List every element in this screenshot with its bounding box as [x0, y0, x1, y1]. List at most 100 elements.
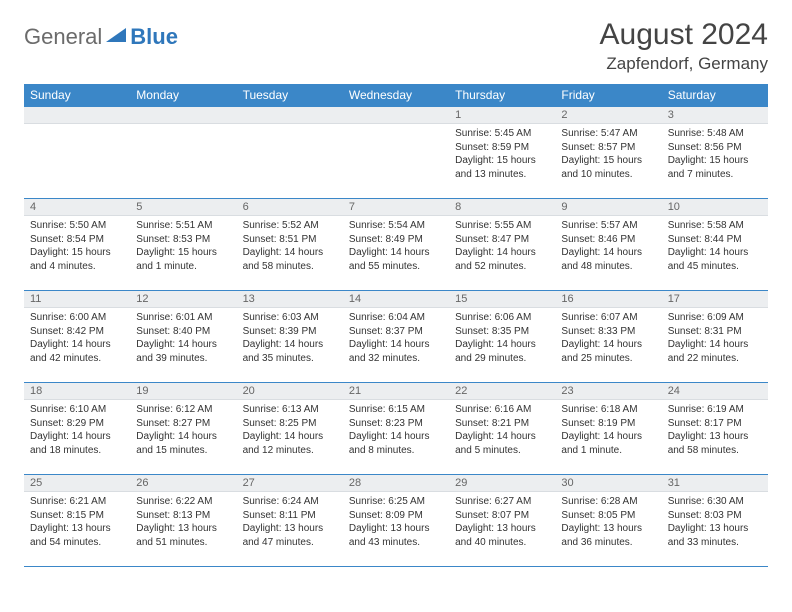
sunset-line: Sunset: 8:56 PM — [668, 141, 762, 155]
day-number: 21 — [343, 383, 449, 400]
calendar-cell: 27Sunrise: 6:24 AMSunset: 8:11 PMDayligh… — [237, 475, 343, 567]
day-number: 1 — [449, 107, 555, 124]
daylight-line: Daylight: 14 hours and 32 minutes. — [349, 338, 443, 365]
sunset-line: Sunset: 8:35 PM — [455, 325, 549, 339]
day-details: Sunrise: 6:10 AMSunset: 8:29 PMDaylight:… — [24, 400, 130, 461]
day-number: 3 — [662, 107, 768, 124]
daylight-line: Daylight: 14 hours and 58 minutes. — [243, 246, 337, 273]
day-number: 9 — [555, 199, 661, 216]
day-number: 10 — [662, 199, 768, 216]
sunset-line: Sunset: 8:27 PM — [136, 417, 230, 431]
day-number: 24 — [662, 383, 768, 400]
daylight-line: Daylight: 15 hours and 4 minutes. — [30, 246, 124, 273]
calendar-head: SundayMondayTuesdayWednesdayThursdayFrid… — [24, 84, 768, 107]
day-details: Sunrise: 5:50 AMSunset: 8:54 PMDaylight:… — [24, 216, 130, 277]
daylight-line: Daylight: 14 hours and 35 minutes. — [243, 338, 337, 365]
sunrise-line: Sunrise: 6:24 AM — [243, 495, 337, 509]
daylight-line: Daylight: 14 hours and 39 minutes. — [136, 338, 230, 365]
sunset-line: Sunset: 8:37 PM — [349, 325, 443, 339]
sunrise-line: Sunrise: 5:47 AM — [561, 127, 655, 141]
day-details: Sunrise: 6:07 AMSunset: 8:33 PMDaylight:… — [555, 308, 661, 369]
day-details: Sunrise: 6:16 AMSunset: 8:21 PMDaylight:… — [449, 400, 555, 461]
calendar-table: SundayMondayTuesdayWednesdayThursdayFrid… — [24, 84, 768, 567]
day-number: 30 — [555, 475, 661, 492]
daylight-line: Daylight: 15 hours and 1 minute. — [136, 246, 230, 273]
calendar-cell: 30Sunrise: 6:28 AMSunset: 8:05 PMDayligh… — [555, 475, 661, 567]
day-number: 18 — [24, 383, 130, 400]
day-number: 7 — [343, 199, 449, 216]
daylight-line: Daylight: 15 hours and 7 minutes. — [668, 154, 762, 181]
sunrise-line: Sunrise: 6:19 AM — [668, 403, 762, 417]
sunset-line: Sunset: 8:33 PM — [561, 325, 655, 339]
day-details: Sunrise: 5:45 AMSunset: 8:59 PMDaylight:… — [449, 124, 555, 185]
daylight-line: Daylight: 13 hours and 47 minutes. — [243, 522, 337, 549]
daylight-line: Daylight: 14 hours and 12 minutes. — [243, 430, 337, 457]
calendar-row: 25Sunrise: 6:21 AMSunset: 8:15 PMDayligh… — [24, 475, 768, 567]
sunset-line: Sunset: 8:15 PM — [30, 509, 124, 523]
day-number: 29 — [449, 475, 555, 492]
sunset-line: Sunset: 8:13 PM — [136, 509, 230, 523]
calendar-cell: 12Sunrise: 6:01 AMSunset: 8:40 PMDayligh… — [130, 291, 236, 383]
day-details: Sunrise: 6:27 AMSunset: 8:07 PMDaylight:… — [449, 492, 555, 553]
location-subtitle: Zapfendorf, Germany — [600, 54, 768, 74]
calendar-row: 4Sunrise: 5:50 AMSunset: 8:54 PMDaylight… — [24, 199, 768, 291]
day-details: Sunrise: 6:01 AMSunset: 8:40 PMDaylight:… — [130, 308, 236, 369]
sunset-line: Sunset: 8:39 PM — [243, 325, 337, 339]
title-block: August 2024 Zapfendorf, Germany — [600, 18, 768, 74]
calendar-cell: 5Sunrise: 5:51 AMSunset: 8:53 PMDaylight… — [130, 199, 236, 291]
calendar-cell: 4Sunrise: 5:50 AMSunset: 8:54 PMDaylight… — [24, 199, 130, 291]
sunrise-line: Sunrise: 6:30 AM — [668, 495, 762, 509]
daylight-line: Daylight: 14 hours and 42 minutes. — [30, 338, 124, 365]
sunset-line: Sunset: 8:31 PM — [668, 325, 762, 339]
calendar-cell: 9Sunrise: 5:57 AMSunset: 8:46 PMDaylight… — [555, 199, 661, 291]
daylight-line: Daylight: 14 hours and 25 minutes. — [561, 338, 655, 365]
day-number: 12 — [130, 291, 236, 308]
sunset-line: Sunset: 8:49 PM — [349, 233, 443, 247]
calendar-cell — [237, 107, 343, 199]
sunset-line: Sunset: 8:44 PM — [668, 233, 762, 247]
brand-word-1: General — [24, 24, 102, 50]
triangle-icon — [106, 26, 128, 49]
sunset-line: Sunset: 8:25 PM — [243, 417, 337, 431]
sunset-line: Sunset: 8:42 PM — [30, 325, 124, 339]
sunrise-line: Sunrise: 5:50 AM — [30, 219, 124, 233]
day-details: Sunrise: 6:03 AMSunset: 8:39 PMDaylight:… — [237, 308, 343, 369]
brand-word-2: Blue — [130, 24, 178, 50]
day-details: Sunrise: 5:48 AMSunset: 8:56 PMDaylight:… — [662, 124, 768, 185]
weekday-header: Friday — [555, 84, 661, 107]
weekday-header: Monday — [130, 84, 236, 107]
day-number: 5 — [130, 199, 236, 216]
daylight-line: Daylight: 14 hours and 8 minutes. — [349, 430, 443, 457]
day-details: Sunrise: 6:24 AMSunset: 8:11 PMDaylight:… — [237, 492, 343, 553]
calendar-cell: 17Sunrise: 6:09 AMSunset: 8:31 PMDayligh… — [662, 291, 768, 383]
weekday-row: SundayMondayTuesdayWednesdayThursdayFrid… — [24, 84, 768, 107]
calendar-cell — [24, 107, 130, 199]
day-number: 15 — [449, 291, 555, 308]
calendar-cell: 10Sunrise: 5:58 AMSunset: 8:44 PMDayligh… — [662, 199, 768, 291]
daylight-line: Daylight: 14 hours and 55 minutes. — [349, 246, 443, 273]
day-number-empty — [237, 107, 343, 124]
calendar-cell: 18Sunrise: 6:10 AMSunset: 8:29 PMDayligh… — [24, 383, 130, 475]
daylight-line: Daylight: 14 hours and 48 minutes. — [561, 246, 655, 273]
sunset-line: Sunset: 8:17 PM — [668, 417, 762, 431]
calendar-cell: 16Sunrise: 6:07 AMSunset: 8:33 PMDayligh… — [555, 291, 661, 383]
day-details: Sunrise: 5:47 AMSunset: 8:57 PMDaylight:… — [555, 124, 661, 185]
sunrise-line: Sunrise: 5:54 AM — [349, 219, 443, 233]
day-number: 14 — [343, 291, 449, 308]
daylight-line: Daylight: 13 hours and 58 minutes. — [668, 430, 762, 457]
day-number: 19 — [130, 383, 236, 400]
sunset-line: Sunset: 8:51 PM — [243, 233, 337, 247]
sunrise-line: Sunrise: 6:12 AM — [136, 403, 230, 417]
daylight-line: Daylight: 14 hours and 29 minutes. — [455, 338, 549, 365]
sunset-line: Sunset: 8:09 PM — [349, 509, 443, 523]
day-number: 23 — [555, 383, 661, 400]
sunrise-line: Sunrise: 6:09 AM — [668, 311, 762, 325]
sunrise-line: Sunrise: 6:22 AM — [136, 495, 230, 509]
sunrise-line: Sunrise: 6:07 AM — [561, 311, 655, 325]
day-details: Sunrise: 6:22 AMSunset: 8:13 PMDaylight:… — [130, 492, 236, 553]
sunrise-line: Sunrise: 6:27 AM — [455, 495, 549, 509]
day-number: 13 — [237, 291, 343, 308]
day-details: Sunrise: 5:55 AMSunset: 8:47 PMDaylight:… — [449, 216, 555, 277]
sunset-line: Sunset: 8:19 PM — [561, 417, 655, 431]
calendar-cell: 8Sunrise: 5:55 AMSunset: 8:47 PMDaylight… — [449, 199, 555, 291]
